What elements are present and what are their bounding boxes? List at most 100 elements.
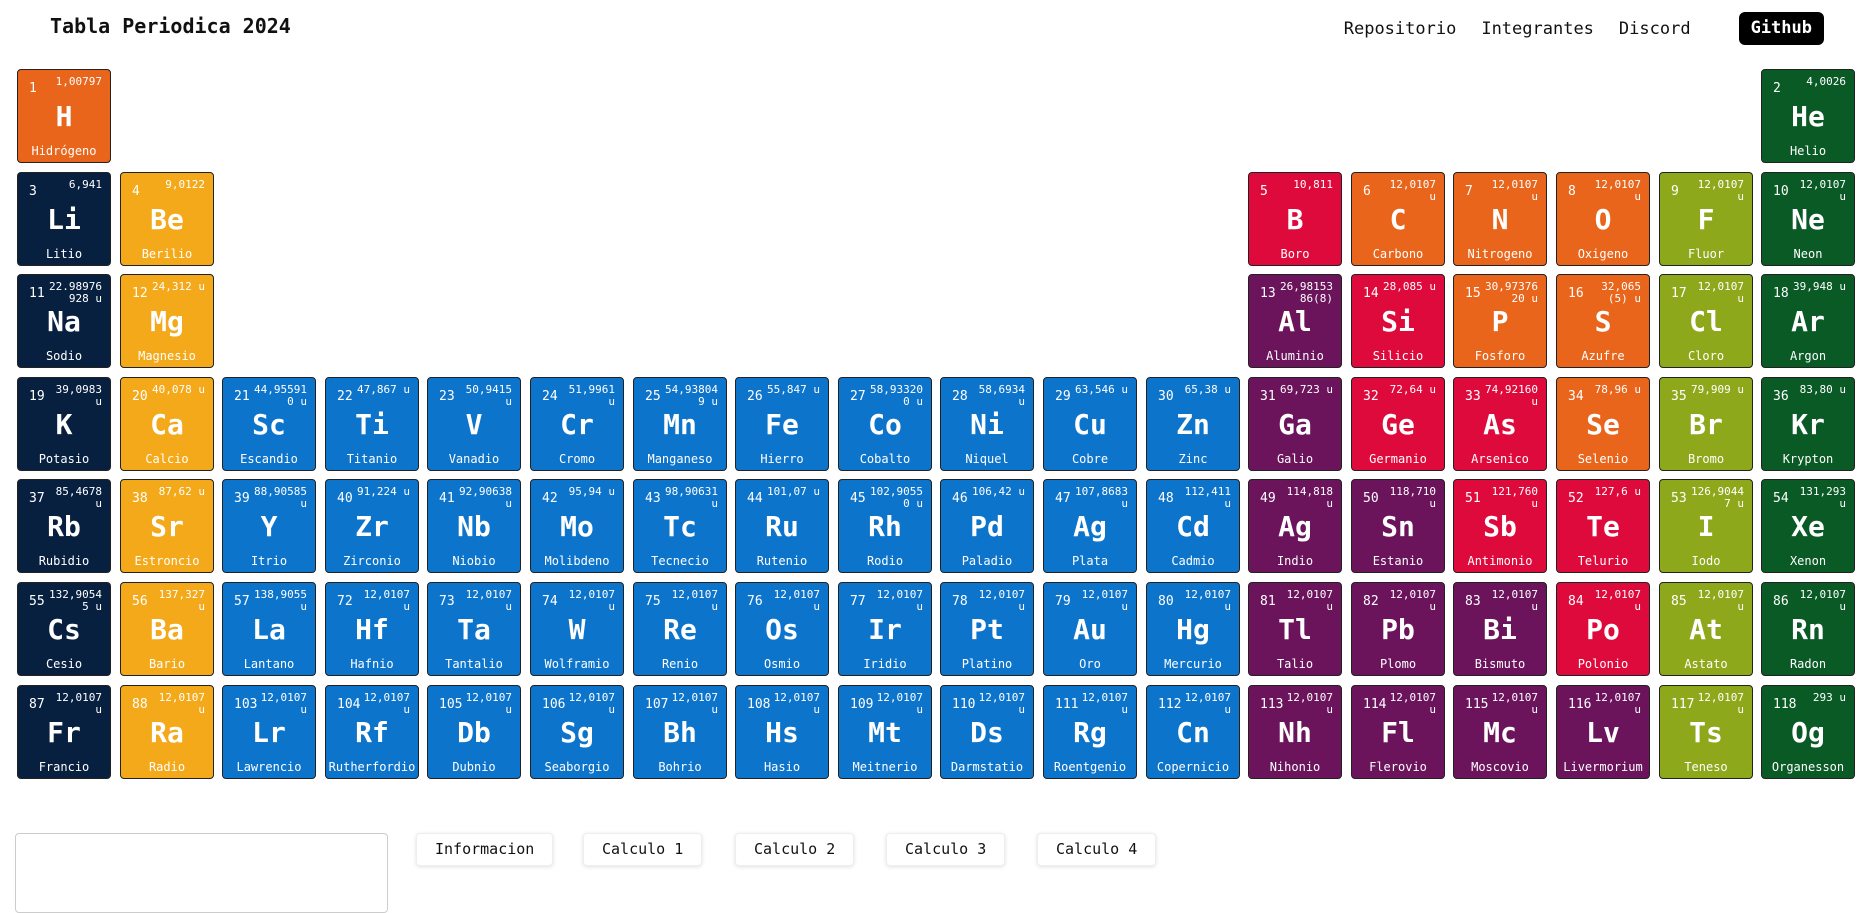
element-cell[interactable]: 25 54,938049 u Mn Manganeso xyxy=(633,377,727,471)
element-cell[interactable]: 33 74,92160 u As Arsenico xyxy=(1453,377,1547,471)
element-cell[interactable]: 73 12,0107 u Ta Tantalio xyxy=(427,582,521,676)
element-cell[interactable]: 52 127,6 u Te Telurio xyxy=(1556,479,1650,573)
element-cell[interactable]: 82 12,0107 u Pb Plomo xyxy=(1351,582,1445,676)
element-cell[interactable]: 47 107,8683 u Ag Plata xyxy=(1043,479,1137,573)
element-cell[interactable]: 55 132,90545 u Cs Cesio xyxy=(17,582,111,676)
github-button[interactable]: Github xyxy=(1738,12,1824,45)
brand-title[interactable]: Tabla Periodica 2024 xyxy=(50,14,291,38)
element-cell[interactable]: 32 72,64 u Ge Germanio xyxy=(1351,377,1445,471)
element-cell[interactable]: 76 12,0107 u Os Osmio xyxy=(735,582,829,676)
element-cell[interactable]: 13 26,9815386(8) Al Aluminio xyxy=(1248,274,1342,368)
element-cell[interactable]: 50 118,710 u Sn Estanio xyxy=(1351,479,1445,573)
element-cell[interactable]: 83 12,0107 u Bi Bismuto xyxy=(1453,582,1547,676)
element-cell[interactable]: 45 102,90550 u Rh Rodio xyxy=(838,479,932,573)
element-cell[interactable]: 48 112,411 u Cd Cadmio xyxy=(1146,479,1240,573)
tab-calculo-3[interactable]: Calculo 3 xyxy=(886,833,1006,866)
element-cell[interactable]: 22 47,867 u Ti Titanio xyxy=(325,377,419,471)
element-cell[interactable]: 53 126,90447 u I Iodo xyxy=(1659,479,1753,573)
element-cell[interactable]: 14 28,085 u Si Silicio xyxy=(1351,274,1445,368)
element-cell[interactable]: 54 131,293 u Xe Xenon xyxy=(1761,479,1855,573)
element-cell[interactable]: 30 65,38 u Zn Zinc xyxy=(1146,377,1240,471)
element-cell[interactable]: 10 12,0107 u Ne Neon xyxy=(1761,172,1855,266)
element-cell[interactable]: 6 12,0107 u C Carbono xyxy=(1351,172,1445,266)
element-cell[interactable]: 21 44,955910 u Sc Escandio xyxy=(222,377,316,471)
element-cell[interactable]: 23 50,9415 u V Vanadio xyxy=(427,377,521,471)
element-cell[interactable]: 74 12,0107 u W Wolframio xyxy=(530,582,624,676)
element-cell[interactable]: 113 12,0107 u Nh Nihonio xyxy=(1248,685,1342,779)
tab-calculo-4[interactable]: Calculo 4 xyxy=(1037,833,1157,866)
element-cell[interactable]: 27 58,933200 u Co Cobalto xyxy=(838,377,932,471)
nav-link-integrantes[interactable]: Integrantes xyxy=(1481,18,1594,39)
element-cell[interactable]: 38 87,62 u Sr Estroncio xyxy=(120,479,214,573)
element-cell[interactable]: 117 12,0107 u Ts Teneso xyxy=(1659,685,1753,779)
element-cell[interactable]: 37 85,4678 u Rb Rubidio xyxy=(17,479,111,573)
element-cell[interactable]: 105 12,0107 u Db Dubnio xyxy=(427,685,521,779)
element-cell[interactable]: 106 12,0107 u Sg Seaborgio xyxy=(530,685,624,779)
element-cell[interactable]: 108 12,0107 u Hs Hasio xyxy=(735,685,829,779)
element-cell[interactable]: 1 1,00797 H Hidrógeno xyxy=(17,69,111,163)
element-cell[interactable]: 39 88,90585 u Y Itrio xyxy=(222,479,316,573)
element-cell[interactable]: 84 12,0107 u Po Polonio xyxy=(1556,582,1650,676)
element-cell[interactable]: 20 40,078 u Ca Calcio xyxy=(120,377,214,471)
element-cell[interactable]: 29 63,546 u Cu Cobre xyxy=(1043,377,1137,471)
element-cell[interactable]: 15 30,9737620 u P Fosforo xyxy=(1453,274,1547,368)
element-cell[interactable]: 40 91,224 u Zr Zirconio xyxy=(325,479,419,573)
element-cell[interactable]: 51 121,760 u Sb Antimonio xyxy=(1453,479,1547,573)
element-cell[interactable]: 2 4,0026 He Helio xyxy=(1761,69,1855,163)
element-cell[interactable]: 35 79,909 u Br Bromo xyxy=(1659,377,1753,471)
element-cell[interactable]: 77 12,0107 u Ir Iridio xyxy=(838,582,932,676)
element-cell[interactable]: 80 12,0107 u Hg Mercurio xyxy=(1146,582,1240,676)
element-cell[interactable]: 85 12,0107 u At Astato xyxy=(1659,582,1753,676)
element-cell[interactable]: 11 22.98976928 u Na Sodio xyxy=(17,274,111,368)
element-cell[interactable]: 31 69,723 u Ga Galio xyxy=(1248,377,1342,471)
element-cell[interactable]: 110 12,0107 u Ds Darmstatio xyxy=(940,685,1034,779)
element-cell[interactable]: 18 39,948 u Ar Argon xyxy=(1761,274,1855,368)
tab-calculo-2[interactable]: Calculo 2 xyxy=(735,833,855,866)
element-cell[interactable]: 114 12,0107 u Fl Flerovio xyxy=(1351,685,1445,779)
element-cell[interactable]: 79 12,0107 u Au Oro xyxy=(1043,582,1137,676)
element-cell[interactable]: 78 12,0107 u Pt Platino xyxy=(940,582,1034,676)
element-cell[interactable]: 115 12,0107 u Mc Moscovio xyxy=(1453,685,1547,779)
element-cell[interactable]: 56 137,327 u Ba Bario xyxy=(120,582,214,676)
element-cell[interactable]: 17 12,0107 u Cl Cloro xyxy=(1659,274,1753,368)
element-cell[interactable]: 49 114,818 u Ag Indio xyxy=(1248,479,1342,573)
element-cell[interactable]: 111 12,0107 u Rg Roentgenio xyxy=(1043,685,1137,779)
element-cell[interactable]: 5 10,811 B Boro xyxy=(1248,172,1342,266)
element-cell[interactable]: 81 12,0107 u Tl Talio xyxy=(1248,582,1342,676)
element-cell[interactable]: 88 12,0107 u Ra Radio xyxy=(120,685,214,779)
tab-informacion[interactable]: Informacion xyxy=(416,833,554,866)
element-cell[interactable]: 7 12,0107 u N Nitrogeno xyxy=(1453,172,1547,266)
element-cell[interactable]: 43 98,90631 u Tc Tecnecio xyxy=(633,479,727,573)
element-cell[interactable]: 44 101,07 u Ru Rutenio xyxy=(735,479,829,573)
element-cell[interactable]: 116 12,0107 u Lv Livermorium xyxy=(1556,685,1650,779)
element-cell[interactable]: 112 12,0107 u Cn Copernicio xyxy=(1146,685,1240,779)
element-cell[interactable]: 72 12,0107 u Hf Hafnio xyxy=(325,582,419,676)
nav-link-discord[interactable]: Discord xyxy=(1618,18,1691,39)
element-cell[interactable]: 107 12,0107 u Bh Bohrio xyxy=(633,685,727,779)
element-cell[interactable]: 28 58,6934 u Ni Niquel xyxy=(940,377,1034,471)
element-cell[interactable]: 42 95,94 u Mo Molibdeno xyxy=(530,479,624,573)
element-cell[interactable]: 8 12,0107 u O Oxigeno xyxy=(1556,172,1650,266)
element-cell[interactable]: 26 55,847 u Fe Hierro xyxy=(735,377,829,471)
tab-calculo-1[interactable]: Calculo 1 xyxy=(583,833,703,866)
element-cell[interactable]: 36 83,80 u Kr Krypton xyxy=(1761,377,1855,471)
element-cell[interactable]: 75 12,0107 u Re Renio xyxy=(633,582,727,676)
element-cell[interactable]: 87 12,0107 u Fr Francio xyxy=(17,685,111,779)
element-cell[interactable]: 9 12,0107 u F Fluor xyxy=(1659,172,1753,266)
nav-link-repositorio[interactable]: Repositorio xyxy=(1343,18,1457,39)
element-cell[interactable]: 109 12,0107 u Mt Meitnerio xyxy=(838,685,932,779)
element-cell[interactable]: 86 12,0107 u Rn Radon xyxy=(1761,582,1855,676)
element-cell[interactable]: 12 24,312 u Mg Magnesio xyxy=(120,274,214,368)
element-cell[interactable]: 3 6,941 Li Litio xyxy=(17,172,111,266)
element-cell[interactable]: 103 12,0107 u Lr Lawrencio xyxy=(222,685,316,779)
element-cell[interactable]: 4 9,0122 Be Berilio xyxy=(120,172,214,266)
element-cell[interactable]: 16 32,065(5) u S Azufre xyxy=(1556,274,1650,368)
element-cell[interactable]: 34 78,96 u Se Selenio xyxy=(1556,377,1650,471)
element-cell[interactable]: 19 39,0983 u K Potasio xyxy=(17,377,111,471)
element-cell[interactable]: 57 138,9055 u La Lantano xyxy=(222,582,316,676)
element-cell[interactable]: 24 51,9961 u Cr Cromo xyxy=(530,377,624,471)
element-cell[interactable]: 118 293 u Og Organesson xyxy=(1761,685,1855,779)
element-cell[interactable]: 104 12,0107 u Rf Rutherfordio xyxy=(325,685,419,779)
element-cell[interactable]: 41 92,90638 u Nb Niobio xyxy=(427,479,521,573)
element-cell[interactable]: 46 106,42 u Pd Paladio xyxy=(940,479,1034,573)
